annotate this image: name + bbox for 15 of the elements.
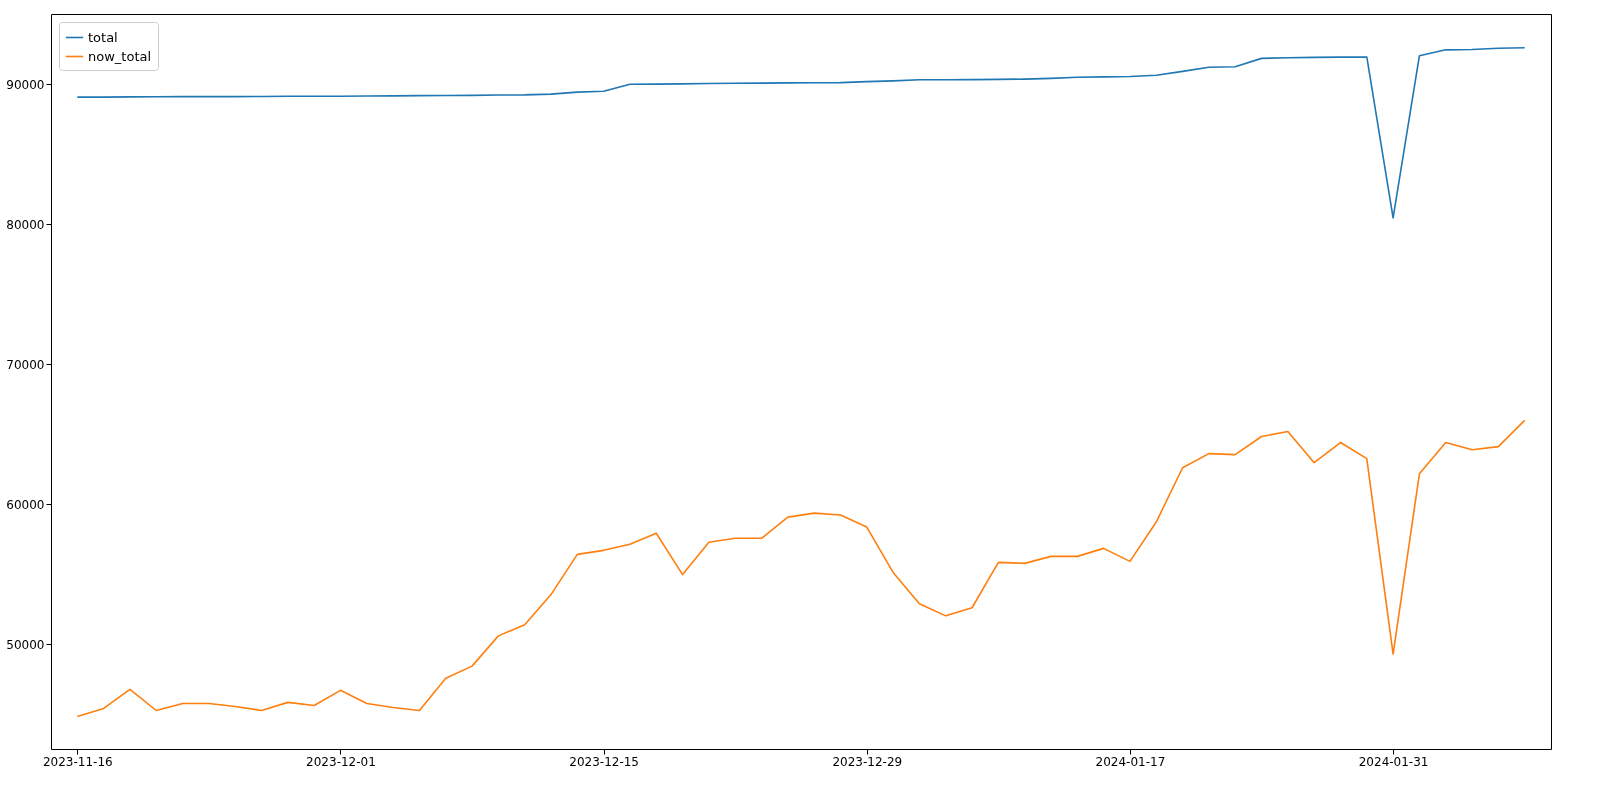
legend-label: now_total <box>88 48 152 64</box>
x-tick-label: 2023-11-16 <box>42 754 113 769</box>
y-tick-label: 60000 <box>6 497 45 512</box>
line-series <box>76 419 1526 718</box>
x-tick-label: 2024-01-17 <box>1095 754 1166 769</box>
y-tick-label: 80000 <box>6 217 45 232</box>
x-tick-label: 2023-12-01 <box>306 754 376 769</box>
x-tick-label: 2024-01-31 <box>1358 754 1429 769</box>
x-tick-label: 2023-12-15 <box>569 754 640 769</box>
y-tick-label: 90000 <box>6 77 45 92</box>
line-series <box>76 46 1526 219</box>
x-tick-label: 2023-12-29 <box>832 754 903 769</box>
y-tick-label: 50000 <box>6 637 45 652</box>
y-tick-label: 70000 <box>6 357 45 372</box>
legend-label: total <box>88 29 118 45</box>
